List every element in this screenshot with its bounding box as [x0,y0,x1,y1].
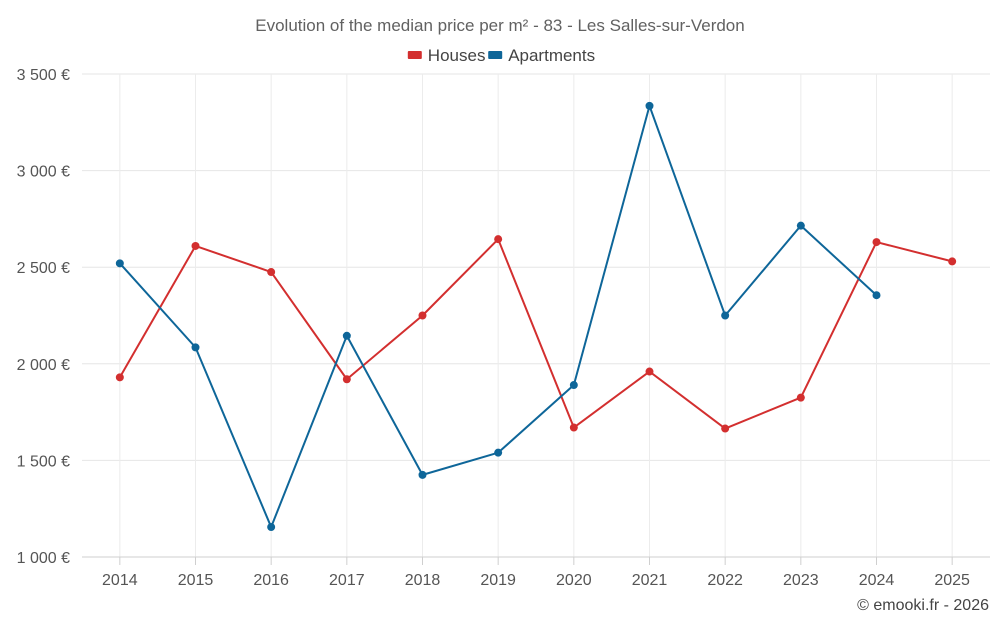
legend-label: Houses [428,46,486,65]
legend[interactable]: Houses Apartments [407,46,595,65]
x-tick-label: 2023 [783,572,819,589]
data-point-houses[interactable] [418,311,427,320]
series-layer [115,101,957,532]
legend-item-apartments[interactable]: Apartments [488,46,595,65]
data-point-apartments[interactable] [721,311,730,320]
data-point-apartments[interactable] [115,259,124,268]
data-point-houses[interactable] [721,424,730,433]
data-point-apartments[interactable] [267,523,276,532]
legend-swatch [407,51,422,59]
data-point-apartments[interactable] [418,470,427,479]
data-point-houses[interactable] [796,393,805,402]
data-point-houses[interactable] [494,235,503,244]
data-point-apartments[interactable] [645,101,654,110]
data-point-houses[interactable] [342,375,351,384]
grid [82,73,990,558]
data-point-houses[interactable] [267,268,276,277]
axes: 1 000 € 1 500 € 2 000 € 2 500 € 3 000 € 3 500… [17,67,990,589]
data-point-houses[interactable] [569,423,578,432]
series-apartments [115,101,881,532]
data-point-apartments[interactable] [569,381,578,390]
x-tick-label: 2015 [178,572,214,589]
series-houses [115,235,957,433]
x-tick-label: 2025 [934,572,970,589]
legend-item-houses[interactable]: Houses [407,46,486,65]
chart-title: Evolution of the median price per m² - 8… [255,16,744,35]
x-tick-label: 2016 [253,572,289,589]
y-tick-label: 2 500 € [17,260,70,277]
legend-label: Apartments [508,46,595,65]
data-point-apartments[interactable] [872,291,881,300]
y-tick-label: 1 500 € [17,453,70,470]
x-tick-label: 2017 [329,572,365,589]
x-tick-label: 2019 [480,572,516,589]
data-point-apartments[interactable] [494,448,503,457]
data-point-houses[interactable] [948,257,957,266]
x-tick-label: 2020 [556,572,592,589]
x-tick-label: 2021 [632,572,668,589]
y-tick-label: 1 000 € [17,550,70,567]
y-tick-label: 3 000 € [17,164,70,181]
x-tick-label: 2024 [859,572,895,589]
y-tick-label: 2 000 € [17,357,70,374]
legend-swatch [488,51,503,59]
data-point-houses[interactable] [645,367,654,376]
data-point-apartments[interactable] [191,343,200,352]
y-tick-label: 3 500 € [17,67,70,84]
data-point-houses[interactable] [872,238,881,247]
data-point-apartments[interactable] [342,331,351,340]
data-point-houses[interactable] [115,373,124,382]
x-tick-label: 2014 [102,572,138,589]
x-tick-label: 2018 [405,572,441,589]
x-tick-label: 2022 [707,572,743,589]
series-line-houses [118,238,953,430]
footer-credit: © emooki.fr - 2026 [857,597,989,614]
data-point-apartments[interactable] [796,221,805,230]
data-point-houses[interactable] [191,241,200,250]
